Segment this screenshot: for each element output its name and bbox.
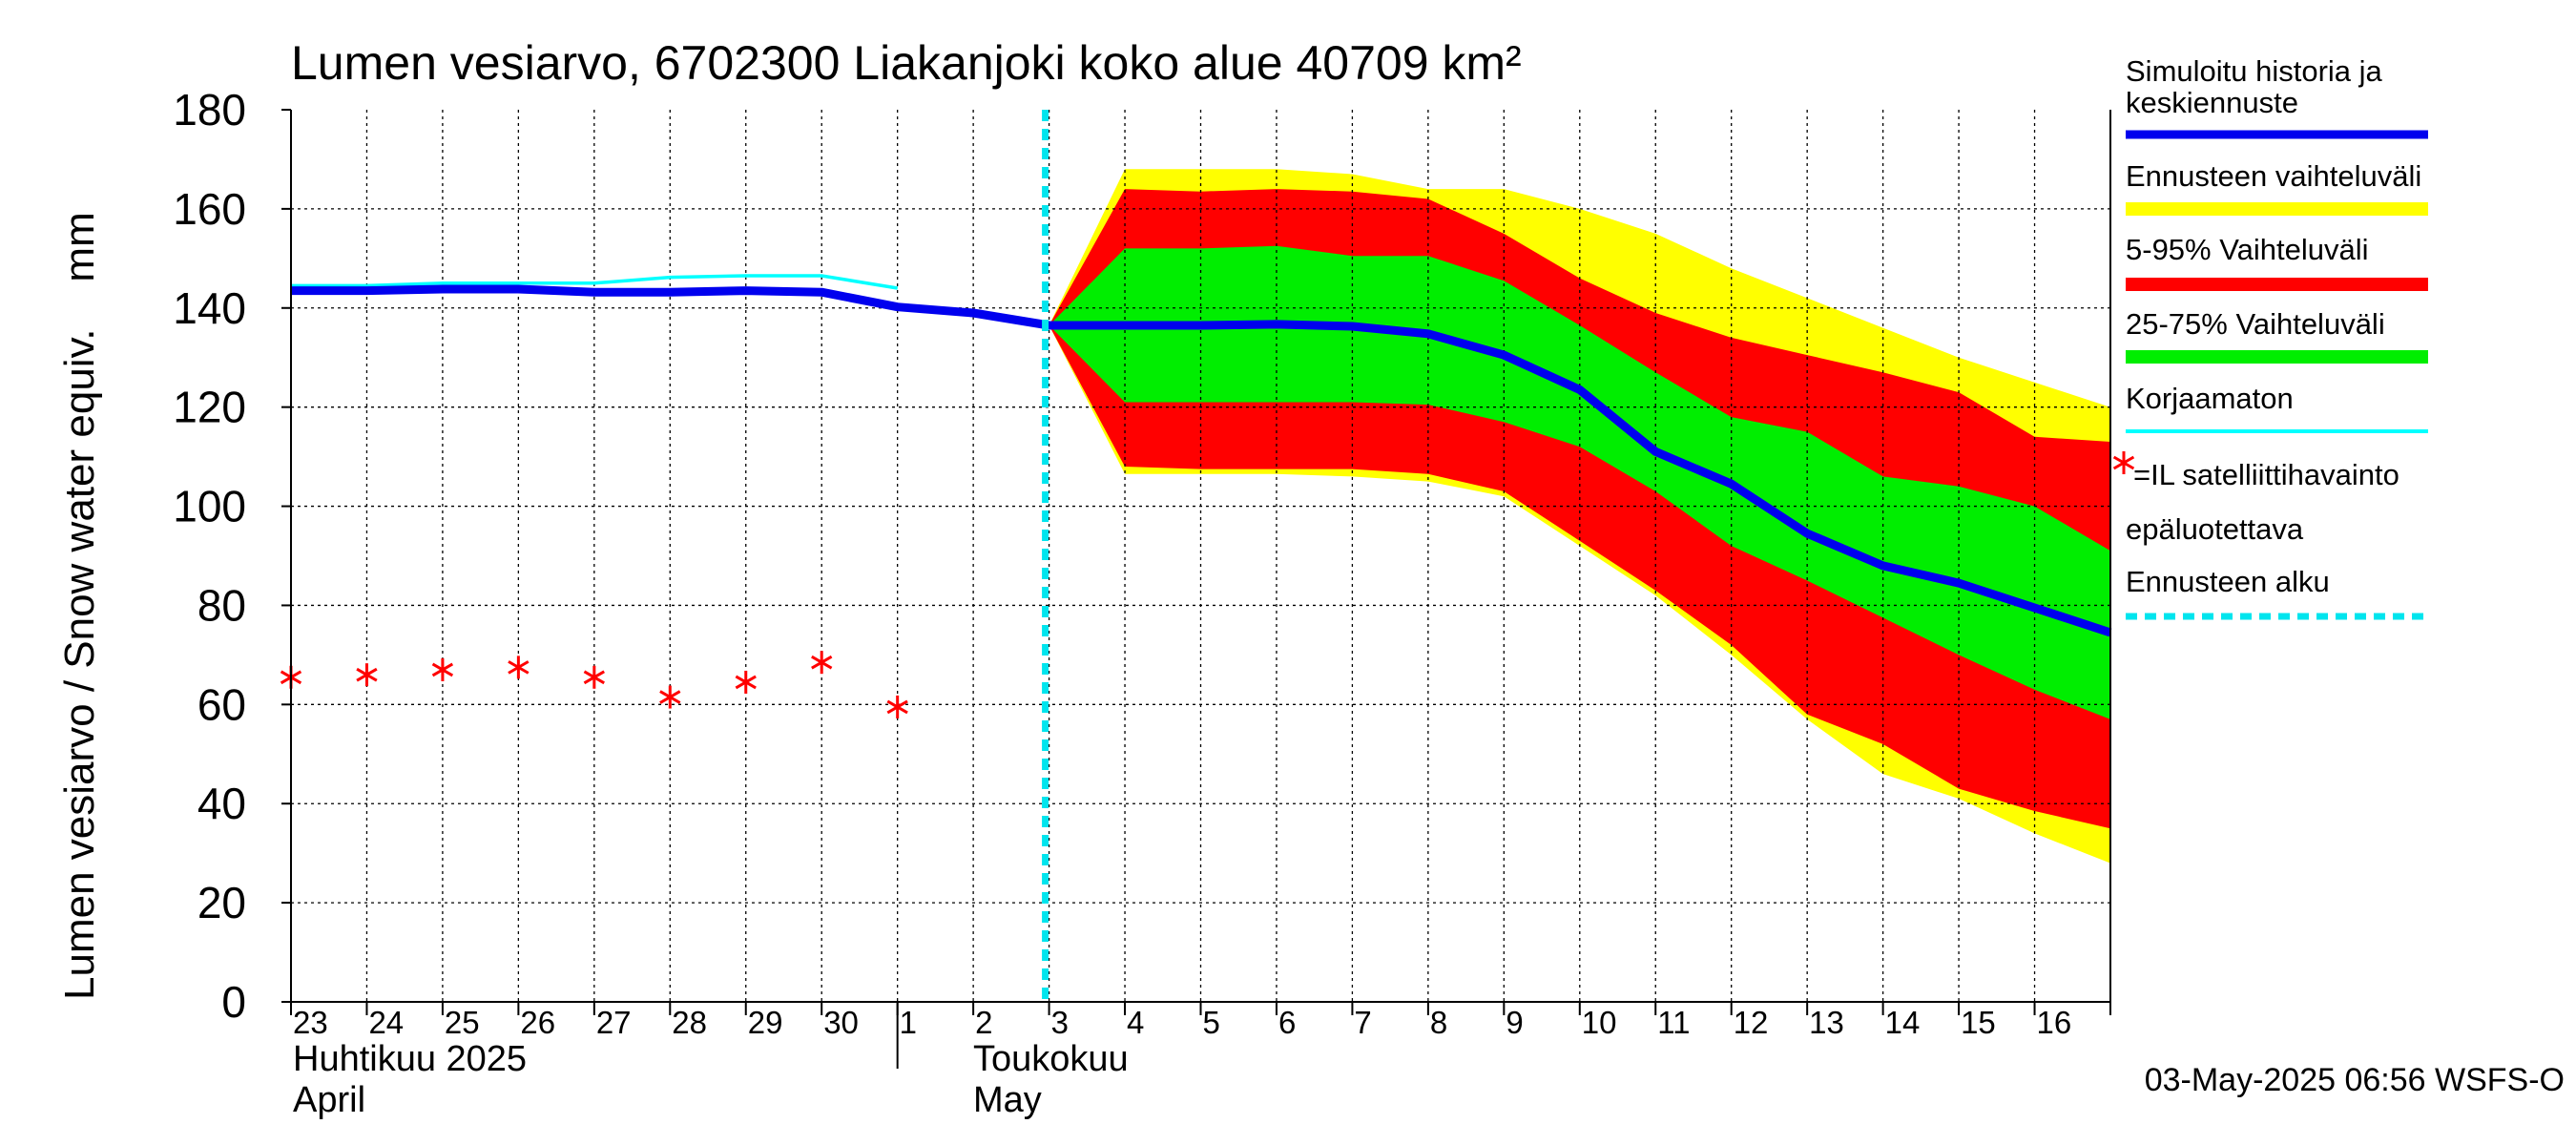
legend-label-0b: keskiennuste — [2126, 86, 2298, 119]
data-lines — [291, 110, 2112, 1002]
x-day-label-19: 12 — [1734, 1005, 1769, 1040]
x-day-label-5: 28 — [672, 1005, 707, 1040]
y-tick-label-1: 20 — [197, 878, 246, 927]
legend-swatch-5-stroke-2 — [2112, 455, 2135, 470]
x-day-label-22: 15 — [1961, 1005, 1996, 1040]
y-tick-label-4: 80 — [197, 580, 246, 630]
y-tick-label-3: 60 — [197, 679, 246, 729]
y-tick-label-8: 160 — [173, 184, 246, 234]
legend-label-6: Ennusteen alku — [2126, 565, 2330, 598]
y-tick-label-7: 140 — [173, 283, 246, 333]
y-tick-label-9: 180 — [173, 85, 246, 135]
series-uncorrected — [291, 274, 898, 290]
observation-point-7-stroke-2 — [811, 655, 833, 670]
grid — [291, 110, 2110, 1002]
x-day-label-21: 14 — [1885, 1005, 1921, 1040]
month-label-en-1: May — [973, 1080, 1042, 1120]
timestamp: 03-May-2025 06:56 WSFS-O — [2145, 1062, 2565, 1098]
x-day-label-2: 25 — [445, 1005, 480, 1040]
y-tick-label-6: 120 — [173, 383, 246, 432]
observation-point-4 — [583, 665, 605, 689]
observation-point-8-stroke-2 — [886, 699, 908, 715]
observation-point-2 — [431, 657, 454, 681]
legend-label-5: =IL satelliittihavainto — [2133, 458, 2399, 491]
month-label-fi-0: Huhtikuu 2025 — [293, 1039, 527, 1079]
x-axis-labels: 23 24 25 26 27 28 29 30 1 2 3 4 5 6 7 8 9 10 11 12 13 14 15 16H… — [293, 1005, 2071, 1120]
forecast-bands — [1049, 169, 2110, 864]
observation-point-7 — [811, 651, 833, 675]
observation-point-5 — [659, 685, 681, 709]
observation-point-6-stroke-2 — [735, 675, 757, 690]
month-label-en-0: April — [293, 1080, 365, 1120]
observation-markers — [280, 651, 908, 718]
observation-point-3 — [508, 656, 530, 679]
x-day-label-3: 26 — [520, 1005, 555, 1040]
x-day-label-15: 8 — [1430, 1005, 1447, 1040]
observation-point-1 — [356, 663, 378, 687]
series-simulated-median — [291, 284, 2112, 637]
x-day-label-1: 24 — [368, 1005, 404, 1040]
x-day-label-7: 30 — [823, 1005, 859, 1040]
legend-swatch-5 — [2112, 451, 2135, 474]
observation-point-6 — [735, 670, 757, 694]
x-day-label-6: 29 — [748, 1005, 783, 1040]
x-day-label-11: 4 — [1127, 1005, 1144, 1040]
x-day-label-4: 27 — [596, 1005, 632, 1040]
legend-label-5b: epäluotettava — [2126, 512, 2304, 546]
x-day-label-0: 23 — [293, 1005, 328, 1040]
x-day-label-8: 1 — [900, 1005, 917, 1040]
legend-label-1: Ennusteen vaihteluväli — [2126, 159, 2421, 193]
axes: 0 20 40 60 80 100 120 140 160 180 — [173, 85, 2111, 1069]
legend-label-2: 5-95% Vaihteluväli — [2126, 233, 2368, 266]
x-day-label-17: 10 — [1582, 1005, 1617, 1040]
legend-label-0: Simuloitu historia ja — [2126, 54, 2383, 88]
observation-point-4-stroke-2 — [583, 670, 605, 685]
y-tick-label-0: 0 — [221, 977, 246, 1027]
chart-title: Lumen vesiarvo, 6702300 Liakanjoki koko … — [291, 36, 1522, 90]
band-2 — [1049, 245, 2110, 719]
x-day-label-14: 7 — [1354, 1005, 1371, 1040]
month-label-fi-1: Toukokuu — [973, 1039, 1129, 1079]
observation-point-1-stroke-2 — [356, 667, 378, 682]
x-day-label-12: 5 — [1203, 1005, 1220, 1040]
observation-point-3-stroke-2 — [508, 660, 530, 675]
observation-point-2-stroke-2 — [431, 662, 454, 677]
x-day-label-16: 9 — [1506, 1005, 1523, 1040]
y-tick-label-5: 100 — [173, 482, 246, 531]
legend-label-4: Korjaamaton — [2126, 382, 2294, 415]
observation-point-8 — [886, 695, 908, 718]
x-day-label-18: 11 — [1657, 1005, 1690, 1040]
x-day-label-23: 16 — [2037, 1005, 2072, 1040]
y-axis-label: Lumen vesiarvo / Snow water equiv. mm — [56, 212, 103, 1000]
x-day-label-13: 6 — [1278, 1005, 1296, 1040]
y-tick-label-2: 40 — [197, 779, 246, 828]
legend-label-3: 25-75% Vaihteluväli — [2126, 307, 2385, 341]
x-day-label-10: 3 — [1051, 1005, 1069, 1040]
observation-point-5-stroke-2 — [659, 690, 681, 704]
x-day-label-20: 13 — [1809, 1005, 1844, 1040]
x-day-label-9: 2 — [975, 1005, 992, 1040]
